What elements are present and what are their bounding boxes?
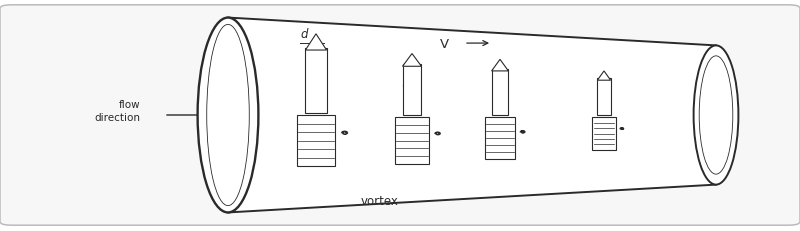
Bar xyxy=(402,65,422,116)
Text: vortex: vortex xyxy=(361,195,399,207)
Text: flow
direction: flow direction xyxy=(94,100,140,122)
Bar xyxy=(592,118,616,150)
Polygon shape xyxy=(306,35,326,51)
Bar xyxy=(485,118,515,159)
Polygon shape xyxy=(598,72,610,81)
Polygon shape xyxy=(402,54,422,67)
Polygon shape xyxy=(228,18,716,213)
Text: V: V xyxy=(439,37,449,50)
Polygon shape xyxy=(492,60,508,72)
Ellipse shape xyxy=(198,18,258,213)
Text: d: d xyxy=(300,28,308,41)
FancyBboxPatch shape xyxy=(0,6,800,225)
Bar xyxy=(395,118,429,164)
Ellipse shape xyxy=(694,46,738,185)
Bar xyxy=(598,79,610,116)
Bar xyxy=(297,116,335,166)
Bar xyxy=(492,69,508,116)
Bar xyxy=(306,49,326,113)
